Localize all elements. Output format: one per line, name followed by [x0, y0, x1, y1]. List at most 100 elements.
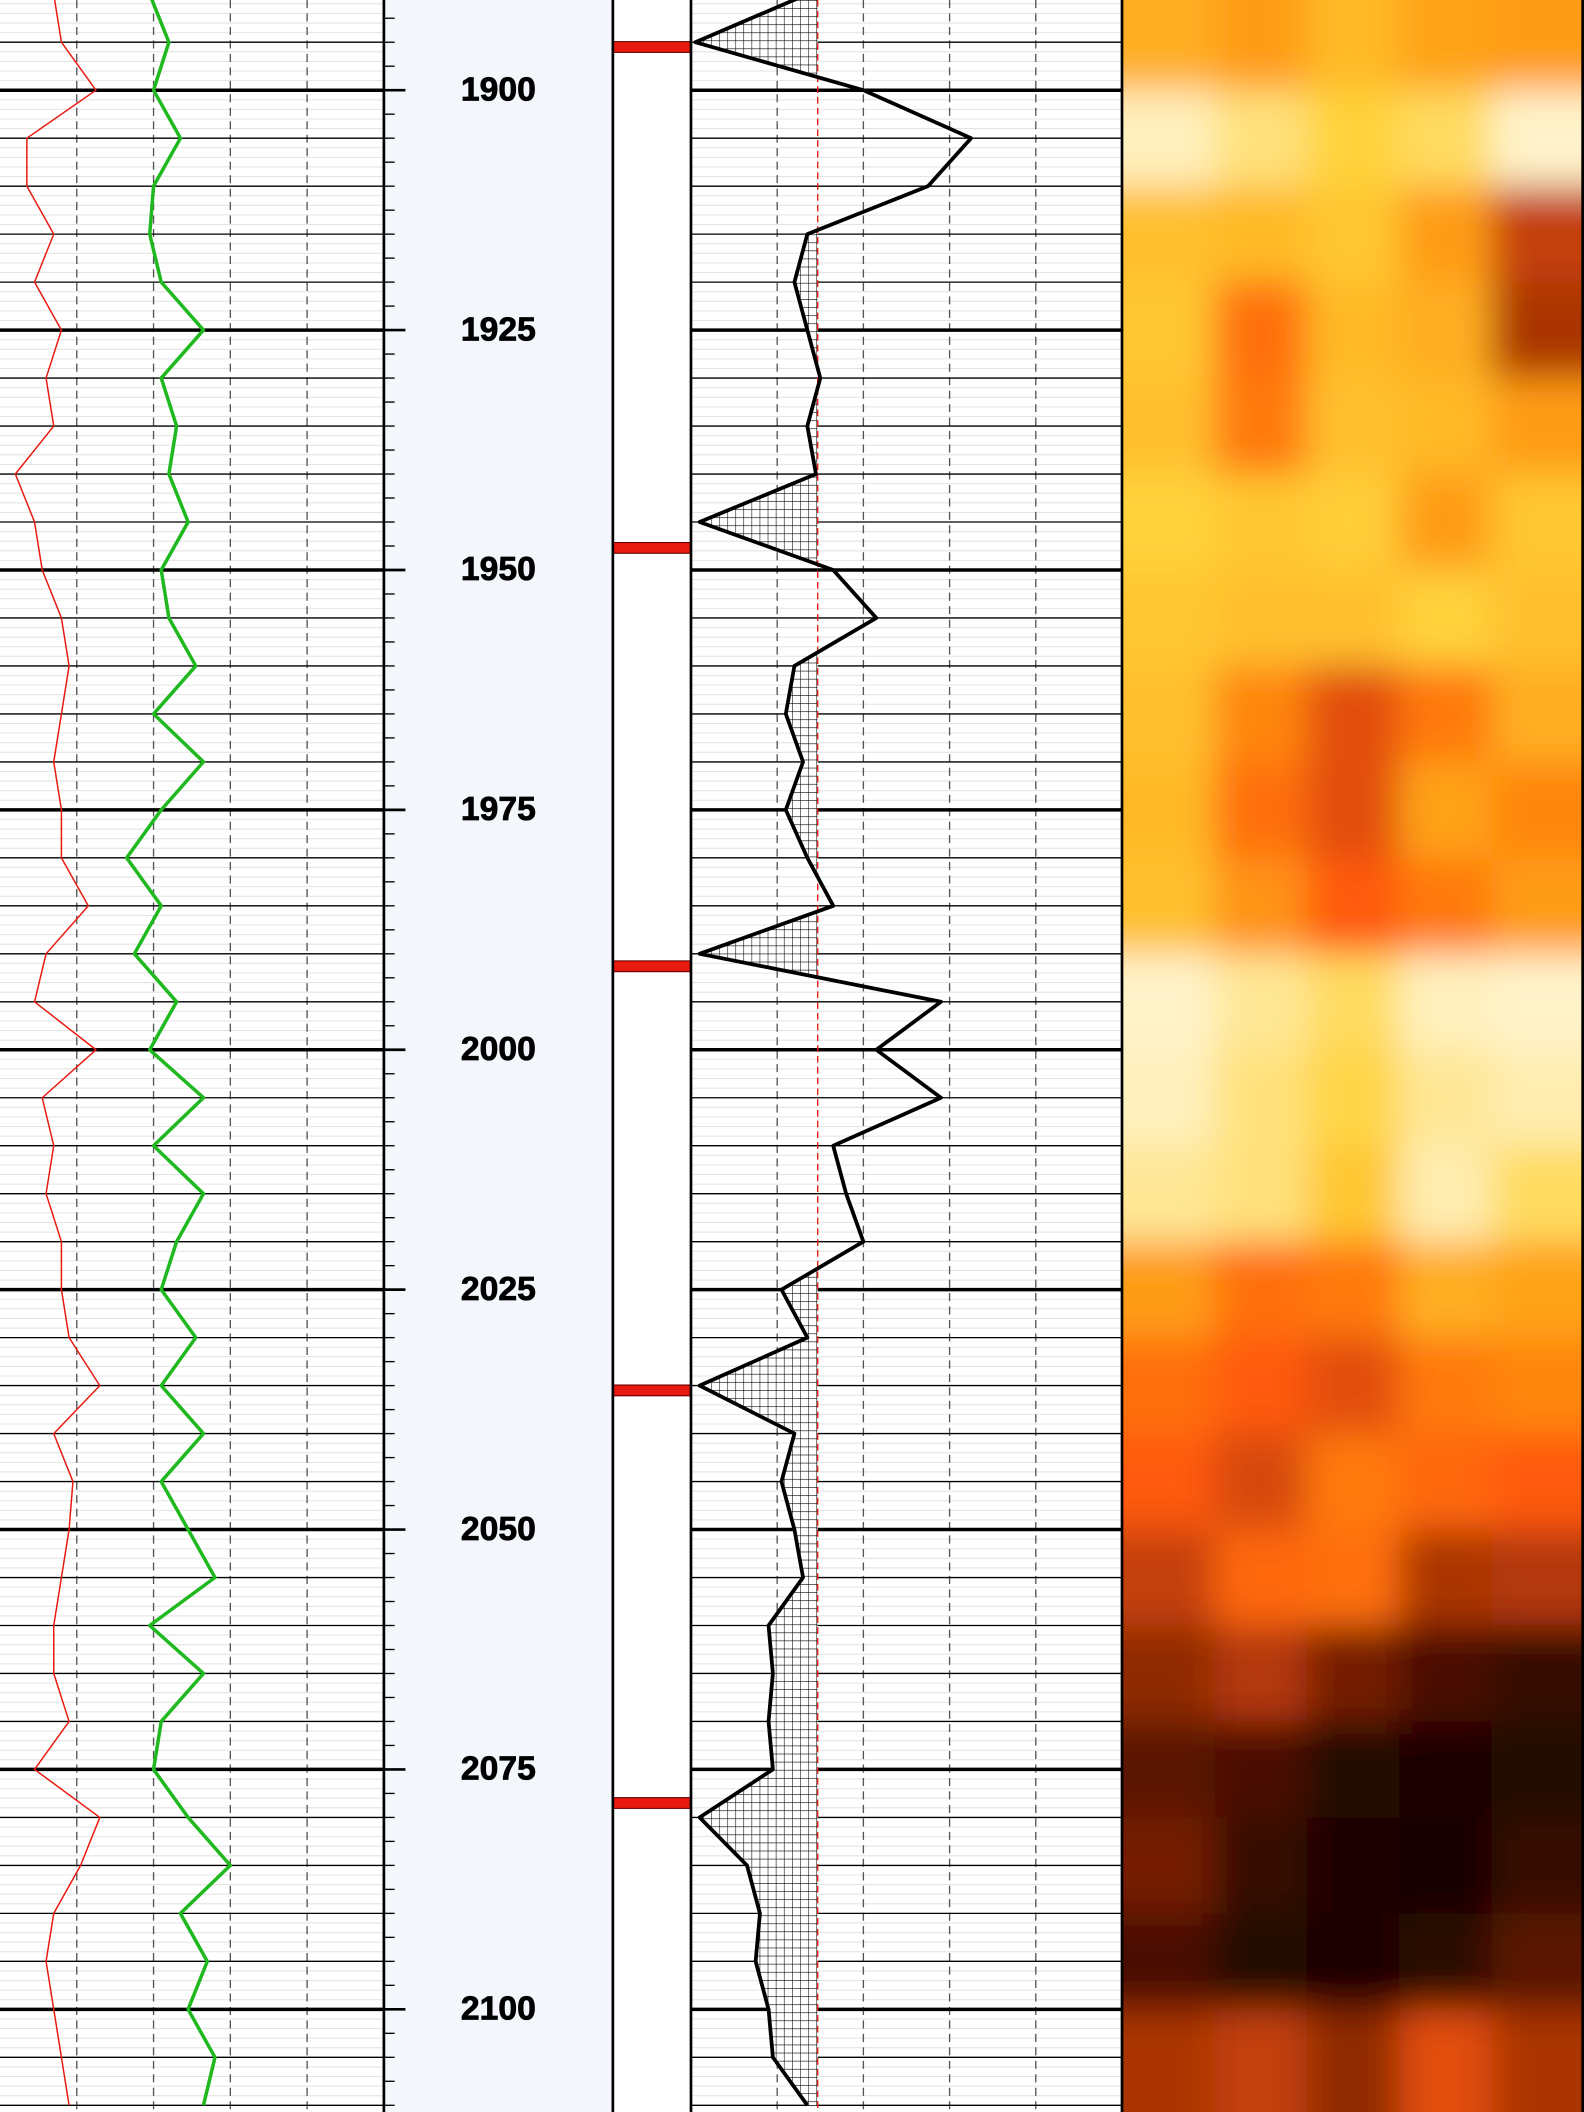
hatched-area [695, 0, 818, 2106]
heat-cell [1399, 2009, 1493, 2112]
heat-cell [1214, 186, 1309, 284]
heat-cell [1122, 1049, 1216, 1148]
heat-cell [1399, 1241, 1493, 1339]
heat-cell [1306, 953, 1401, 1052]
heat-cell [1306, 378, 1401, 476]
heat-cell [1306, 761, 1401, 860]
log-curve [14, 0, 101, 2106]
heat-cell [1122, 1529, 1216, 1627]
heat-cell [1214, 474, 1309, 572]
heat-cell [1306, 282, 1401, 380]
heat-cell [1214, 1241, 1309, 1339]
heat-cell [1214, 378, 1309, 476]
heat-cell [1399, 1433, 1493, 1531]
heat-cell [1491, 378, 1584, 476]
heat-cell [1122, 2009, 1216, 2112]
heat-map-blur [1122, 0, 1584, 2112]
heat-cell [1491, 569, 1584, 668]
heat-cell [1491, 761, 1584, 860]
heat-cell [1122, 1433, 1216, 1531]
heat-cell [1306, 90, 1401, 188]
heat-cell [1214, 90, 1309, 188]
heat-cell [1122, 1817, 1216, 1915]
heat-cell [1399, 1817, 1493, 1915]
heat-cell [1214, 1721, 1309, 1819]
heat-cell [1214, 761, 1309, 860]
heat-cell [1399, 1145, 1493, 1244]
heat-cell [1399, 1625, 1493, 1723]
heat-cell [1122, 1241, 1216, 1339]
lithology-marker [612, 41, 692, 53]
heat-cell [1399, 1529, 1493, 1627]
heat-cell [1214, 1625, 1309, 1723]
heat-cell [1214, 0, 1309, 92]
heat-cell [1122, 282, 1216, 380]
heat-cell [1122, 665, 1216, 764]
heat-cell [1214, 1529, 1309, 1627]
heat-cell [1491, 1241, 1584, 1339]
heat-cell [1122, 1337, 1216, 1435]
heat-cell [1491, 953, 1584, 1052]
heat-cell [1399, 569, 1493, 668]
depth-label: 2000 [461, 1031, 536, 1068]
heat-cell [1122, 186, 1216, 284]
heat-cell [1399, 1913, 1493, 2011]
heat-cell [1306, 1145, 1401, 1244]
heat-cell [1306, 569, 1401, 668]
heat-cell [1122, 1145, 1216, 1244]
heat-cell [1306, 186, 1401, 284]
heat-cell [1122, 90, 1216, 188]
depth-label: 2100 [461, 1991, 536, 2028]
depth-label: 2025 [461, 1271, 536, 1308]
lithology-marker [612, 1384, 692, 1397]
heat-cell [1491, 1337, 1584, 1435]
heat-cell [1306, 0, 1401, 92]
heat-cell [1122, 569, 1216, 668]
heat-cell [1306, 1625, 1401, 1723]
depth-label: 1975 [461, 791, 536, 828]
heat-cell [1214, 569, 1309, 668]
heat-cell [1122, 474, 1216, 572]
heat-cell [1306, 1817, 1401, 1915]
heat-cell [1399, 1049, 1493, 1148]
lithology-marker [612, 960, 692, 973]
heat-cell [1122, 857, 1216, 956]
depth-label: 1900 [461, 71, 536, 108]
heat-cell [1491, 1433, 1584, 1531]
heat-cell [1399, 282, 1493, 380]
heat-cell [1399, 1337, 1493, 1435]
heat-cell [1399, 857, 1493, 956]
heat-cell [1306, 2009, 1401, 2112]
heat-cell [1491, 1145, 1584, 1244]
lithology-marker [612, 1797, 692, 1809]
heat-cell [1399, 0, 1493, 92]
heat-cell [1214, 1817, 1309, 1915]
heat-cell [1491, 1529, 1584, 1627]
heat-cell [1214, 2009, 1309, 2112]
heat-cell [1399, 665, 1493, 764]
lithology-marker [612, 541, 692, 554]
heat-cell [1306, 1721, 1401, 1819]
heat-cell [1122, 1913, 1216, 2011]
heat-cell [1491, 1721, 1584, 1819]
heat-cell [1399, 378, 1493, 476]
heat-cell [1399, 953, 1493, 1052]
heat-cell [1306, 1049, 1401, 1148]
depth-track-bg [383, 0, 613, 2112]
log-curve [693, 0, 974, 2107]
heat-cell [1399, 474, 1493, 572]
heat-cell [1306, 857, 1401, 956]
log-curve [124, 0, 233, 2106]
heat-cell [1214, 665, 1309, 764]
heat-cell [1399, 186, 1493, 284]
heat-cell [1306, 474, 1401, 572]
heat-cell [1122, 953, 1216, 1052]
heat-cell [1491, 1049, 1584, 1148]
heat-cell [1306, 665, 1401, 764]
heat-cell [1214, 1145, 1309, 1244]
heat-cell [1122, 761, 1216, 860]
heat-cell [1122, 378, 1216, 476]
heat-cell [1491, 857, 1584, 956]
